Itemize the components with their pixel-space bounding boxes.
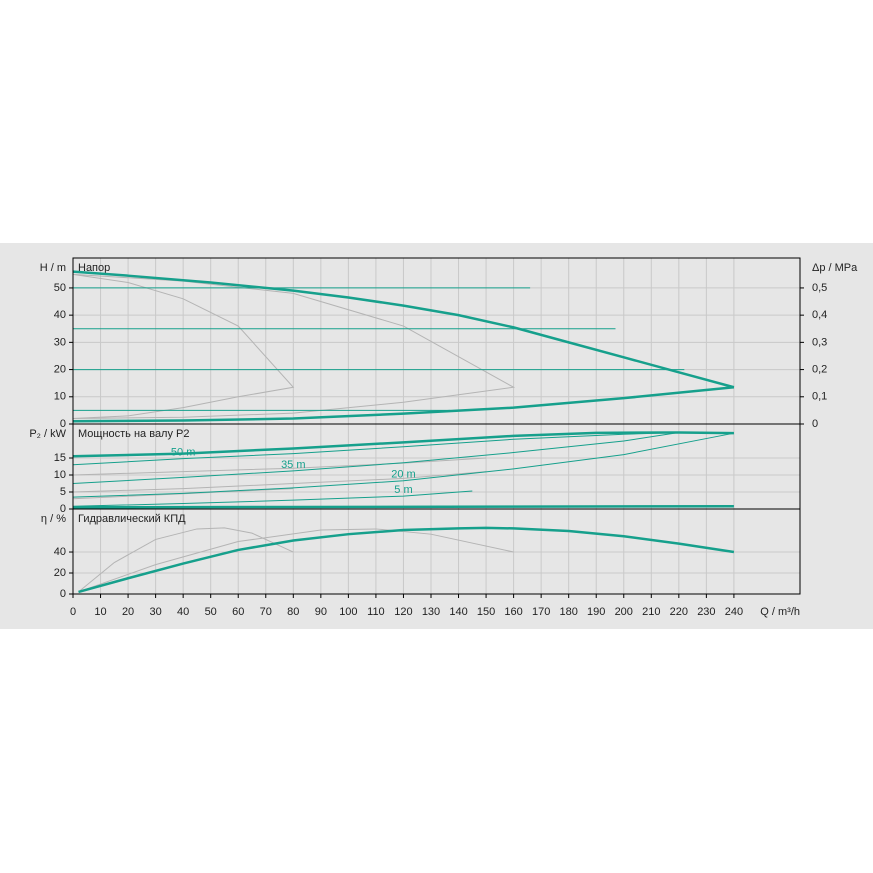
y-axis-label: η / % — [41, 513, 66, 525]
x-tick-label: 120 — [394, 606, 412, 618]
x-tick-label: 40 — [177, 606, 189, 618]
curve — [78, 527, 294, 593]
y-tick-label: 10 — [54, 391, 66, 403]
curve — [72, 471, 487, 493]
x-tick-label: 110 — [367, 606, 385, 618]
curve-label: 35 m — [281, 459, 305, 471]
y-tick-label: 40 — [54, 309, 66, 321]
curve-label: 5 m — [394, 484, 412, 496]
x-tick-label: 170 — [532, 606, 550, 618]
x-tick-label: 190 — [587, 606, 605, 618]
x-tick-label: 100 — [339, 606, 357, 618]
x-tick-label: 130 — [422, 606, 440, 618]
y-tick-label: 0 — [60, 418, 66, 430]
x-tick-label: 80 — [287, 606, 299, 618]
x-tick-label: 70 — [260, 606, 272, 618]
y-tick-label: 50 — [54, 282, 66, 294]
x-tick-label: 10 — [94, 606, 106, 618]
y2-tick-label: 0,5 — [812, 282, 827, 294]
curve — [72, 432, 679, 484]
y-tick-label: 20 — [54, 363, 66, 375]
curve — [72, 457, 487, 476]
curve — [72, 273, 516, 420]
y-tick-label: 0 — [60, 503, 66, 515]
curve — [72, 490, 473, 507]
x-tick-label: 230 — [697, 606, 715, 618]
x-tick-label: 140 — [449, 606, 467, 618]
x-tick-label: 180 — [560, 606, 578, 618]
y-axis-label: P₂ / kW — [29, 428, 66, 440]
y-tick-label: 10 — [54, 469, 66, 481]
curve — [78, 528, 514, 593]
x-tick-label: 210 — [642, 606, 660, 618]
x-tick-label: 200 — [615, 606, 633, 618]
x-tick-label: 50 — [205, 606, 217, 618]
curve-label: 50 m — [171, 447, 195, 459]
x-axis-label: Q / m³/h — [760, 606, 800, 618]
x-tick-label: 220 — [670, 606, 688, 618]
y-tick-label: 40 — [54, 546, 66, 558]
x-tick-label: 150 — [477, 606, 495, 618]
panel-title: Гидравлический КПД — [78, 513, 186, 525]
x-tick-label: 0 — [70, 606, 76, 618]
y2-tick-label: 0 — [812, 418, 818, 430]
curve — [72, 270, 735, 389]
x-tick-label: 60 — [232, 606, 244, 618]
y2-tick-label: 0,2 — [812, 363, 827, 375]
y2-tick-label: 0,4 — [812, 309, 827, 321]
y-tick-label: 5 — [60, 486, 66, 498]
x-tick-label: 20 — [122, 606, 134, 618]
curve — [72, 432, 679, 466]
plot-area — [73, 258, 800, 424]
curve — [78, 526, 735, 594]
curve-label: 20 m — [391, 469, 415, 481]
plot-border — [72, 508, 801, 595]
y2-axis-label: Δp / MPa — [812, 262, 858, 274]
x-tick-label: 30 — [149, 606, 161, 618]
y2-tick-label: 0,1 — [812, 391, 827, 403]
curve — [72, 505, 734, 509]
x-tick-label: 240 — [725, 606, 743, 618]
y-axis-label: H / m — [40, 262, 66, 274]
y2-tick-label: 0,3 — [812, 336, 827, 348]
panel-title: Мощность на валу P2 — [78, 428, 190, 440]
y-tick-label: 0 — [60, 588, 66, 600]
y-tick-label: 30 — [54, 336, 66, 348]
x-tick-label: 160 — [504, 606, 522, 618]
curve — [72, 432, 735, 498]
y-tick-label: 20 — [54, 567, 66, 579]
y-tick-label: 15 — [54, 452, 66, 464]
panel-title: Напор — [78, 262, 110, 274]
curve — [72, 386, 735, 423]
x-tick-label: 90 — [315, 606, 327, 618]
